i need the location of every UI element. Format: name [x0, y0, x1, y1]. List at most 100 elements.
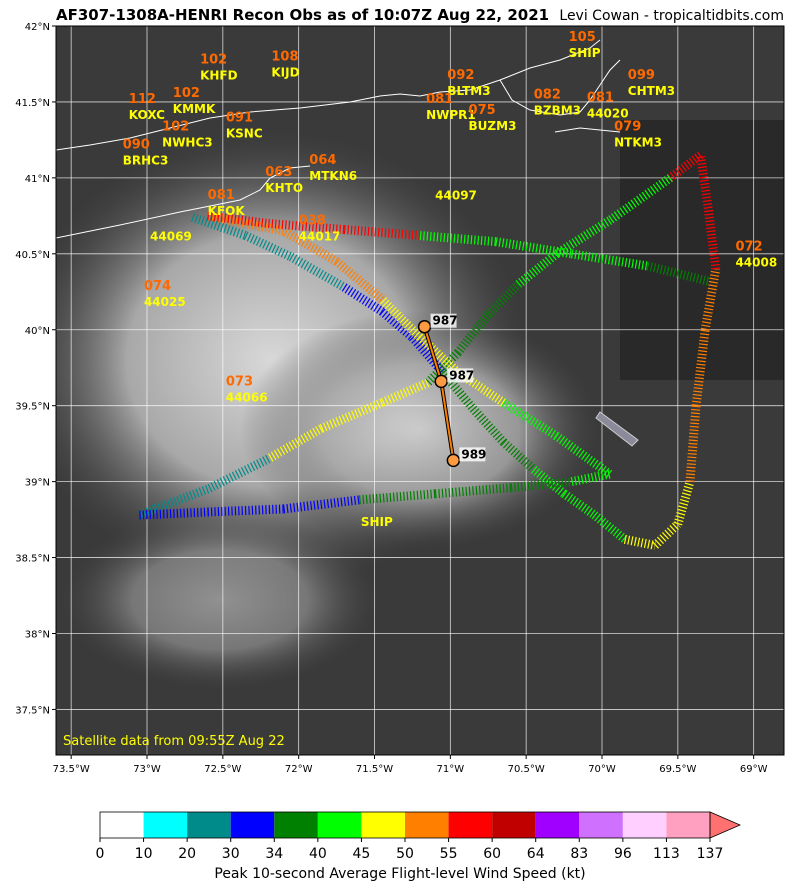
aircraft-icon	[595, 411, 639, 447]
station-id: KMMK	[173, 102, 216, 116]
lon-tick-label: 69°W	[740, 764, 768, 775]
station-id: BUZM3	[469, 119, 517, 133]
lat-tick-label: 38.5°N	[15, 554, 50, 565]
longitude-axis: 73.5°W 73°W 72.5°W 72°W 71.5°W 71°W 70.5°W 70°W…	[53, 755, 768, 775]
station-id: SHIP	[361, 515, 393, 529]
lon-tick-label: 73.5°W	[53, 764, 90, 775]
flight-track-segment	[137, 504, 157, 520]
lat-tick-label: 40°N	[25, 326, 50, 337]
center-fix-marker	[417, 319, 432, 334]
station-id: KFOK	[208, 204, 246, 218]
center-fixes: 987 987 989	[417, 313, 486, 468]
flight-track-segment	[703, 207, 721, 270]
station-value: 108	[271, 50, 298, 65]
station-id: KHFD	[200, 69, 238, 83]
flight-track-segment	[561, 490, 597, 519]
station-value: 102	[173, 86, 200, 101]
flight-track-segment	[319, 398, 384, 433]
colorbar-tick-label: 0	[96, 846, 105, 862]
colorbar-swatch	[274, 812, 318, 838]
lat-tick-label: 41.5°N	[15, 98, 50, 109]
station-value: 073	[226, 375, 253, 390]
flight-track-segment	[343, 225, 421, 241]
station-observations: 102KHFD108KIJD102KMMK091KSNC112KOXC102NW…	[123, 30, 777, 529]
flight-track-segment	[500, 438, 537, 473]
station-value: 091	[226, 110, 253, 125]
credit-label: Levi Cowan - tropicaltidbits.com	[559, 8, 784, 24]
colorbar-tick-label: 40	[309, 846, 327, 862]
station-value: 079	[614, 119, 641, 134]
flight-track-segment	[282, 495, 360, 514]
flight-track-segment	[434, 483, 512, 499]
colorbar-swatch	[100, 812, 144, 838]
colorbar-swatch	[492, 812, 536, 838]
lon-tick-label: 70.5°W	[508, 764, 545, 775]
colorbar-swatch	[143, 812, 188, 838]
lon-tick-label: 72°W	[285, 764, 313, 775]
colorbar-tick-label: 10	[135, 846, 153, 862]
lat-tick-label: 41°N	[25, 174, 50, 185]
lon-tick-label: 69.5°W	[659, 764, 696, 775]
flight-track-segment	[685, 405, 701, 482]
flight-track-segment	[341, 283, 385, 316]
center-fix-marker	[446, 453, 461, 468]
colorbar-tick-label: 45	[353, 846, 371, 862]
lon-tick-label: 70°W	[588, 764, 616, 775]
lat-tick-label: 39.5°N	[15, 402, 50, 413]
station-value: 092	[447, 68, 474, 83]
lat-tick-label: 42°N	[25, 22, 50, 33]
station-id: 44020	[587, 107, 629, 121]
center-track	[440, 381, 455, 461]
flight-track-segment	[696, 154, 713, 209]
flight-track-segment	[207, 504, 284, 517]
flight-track-segment	[419, 231, 497, 247]
flight-track-segment	[358, 489, 436, 505]
station-id: 44066	[226, 391, 268, 405]
station-id: NWHC3	[162, 135, 212, 149]
flight-track-segment	[243, 231, 293, 261]
lat-tick-label: 40.5°N	[15, 250, 50, 261]
station-value: 082	[534, 88, 561, 103]
flight-track-segment	[469, 405, 507, 446]
center-pressure-label: 989	[461, 447, 486, 461]
flight-track-segment	[667, 151, 704, 182]
flight-track	[137, 151, 721, 550]
colorbar-tick-label: 55	[440, 846, 458, 862]
station-value: 075	[469, 103, 496, 118]
flight-track-segment	[454, 311, 492, 356]
station-value: 064	[309, 153, 336, 168]
flight-track-segment	[485, 281, 522, 318]
center-track	[423, 326, 443, 382]
pressure-label-bg	[459, 447, 486, 462]
colorbar-swatch	[579, 812, 623, 838]
station-id: 44069	[150, 230, 192, 244]
flight-track-segment	[378, 296, 424, 341]
colorbar-swatch	[187, 812, 231, 838]
satellite-note: Satellite data from 09:55Z Aug 22	[63, 734, 285, 749]
chart-title: AF307-1308A-HENRI Recon Obs as of 10:07Z…	[56, 6, 550, 24]
station-value: 063	[265, 165, 292, 180]
station-value: 102	[162, 119, 189, 134]
station-id: KIJD	[271, 66, 299, 80]
plot-frame	[55, 25, 785, 756]
colorbar-extend-arrow	[709, 811, 742, 839]
colorbar-swatch	[361, 812, 405, 838]
flight-track-segment	[495, 237, 573, 259]
colorbar-tick-label: 64	[527, 846, 545, 862]
grid-lines	[56, 26, 784, 755]
station-value: 038	[299, 214, 326, 229]
station-id: KOXC	[129, 108, 165, 122]
lat-tick-label: 37.5°N	[15, 705, 50, 716]
flight-track-segment	[607, 174, 673, 225]
colorbar-tick-label: 20	[178, 846, 196, 862]
flight-track-segment	[205, 454, 271, 494]
station-id: KSNC	[226, 126, 263, 140]
lon-tick-label: 73°W	[133, 764, 161, 775]
station-value: 105	[569, 30, 596, 45]
flight-track-segment	[267, 218, 345, 234]
station-id: CHTM3	[628, 84, 675, 98]
colorbar-swatch	[448, 812, 493, 838]
lon-tick-label: 72.5°W	[204, 764, 241, 775]
flight-track-segment	[691, 329, 710, 407]
